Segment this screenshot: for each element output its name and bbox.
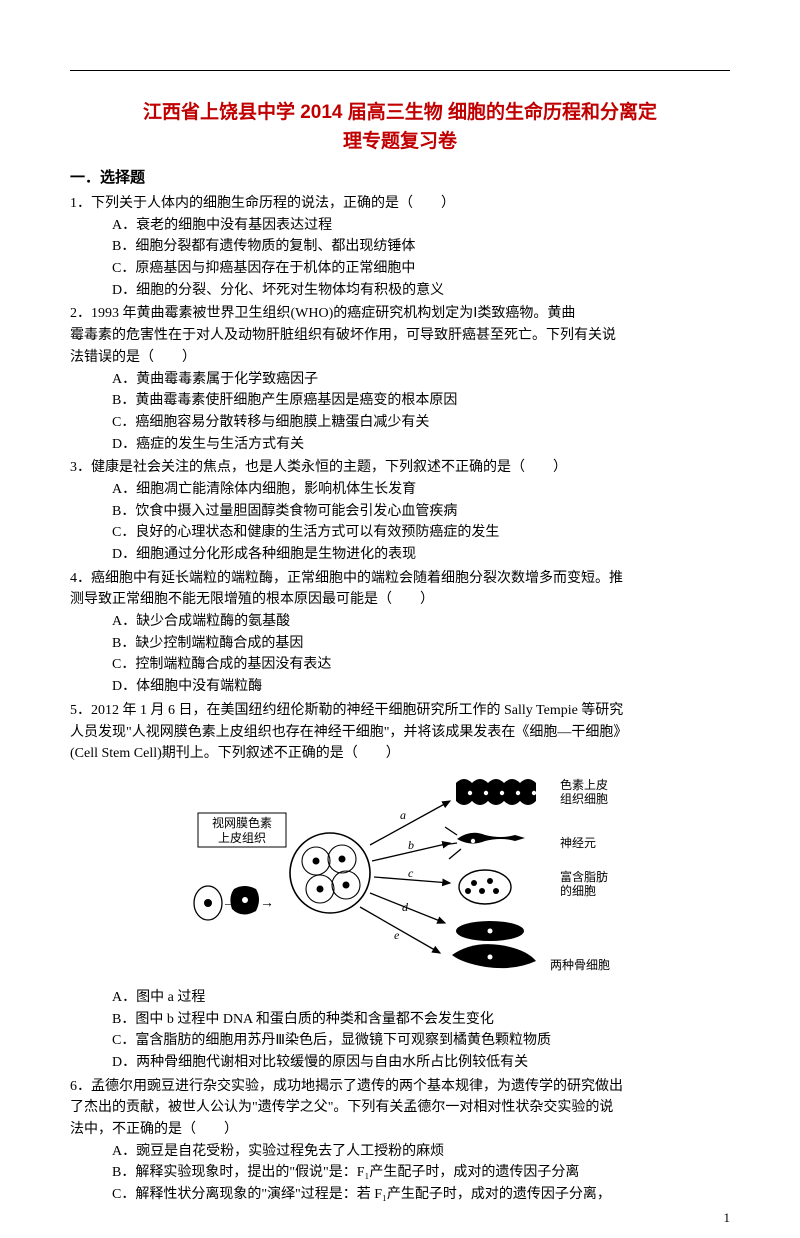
arrow-e: e bbox=[394, 928, 400, 942]
q3-choice-a: A．细胞凋亡能清除体内细胞，影响机体生长发育 bbox=[70, 479, 730, 501]
page-number: 1 bbox=[724, 1210, 731, 1226]
q2-choice-b: B．黄曲霉毒素使肝细胞产生原癌基因是癌变的根本原因 bbox=[70, 390, 730, 412]
q4-choice-a: A．缺少合成端粒酶的氨基酸 bbox=[70, 611, 730, 633]
q5-stem-2: 人员发现"人视网膜色素上皮组织也存在神经干细胞"，并将该成果发表在《细胞—干细胞… bbox=[70, 722, 730, 744]
fig-r4: 两种骨细胞 bbox=[550, 958, 610, 972]
q1-stem: 1．下列关于人体内的细胞生命历程的说法，正确的是（ ） bbox=[70, 193, 730, 215]
fig-left-label-1: 视网膜色素 bbox=[212, 815, 272, 830]
q4-choice-b: B．缺少控制端粒酶合成的基因 bbox=[70, 633, 730, 655]
q2-stem-3: 法错误的是（ ） bbox=[70, 347, 730, 369]
q1-choice-b: B．细胞分裂都有遗传物质的复制、都出现纺锤体 bbox=[70, 236, 730, 258]
arrow-b: b bbox=[408, 838, 414, 852]
q1-choice-c: C．原癌基因与抑癌基因存在于机体的正常细胞中 bbox=[70, 258, 730, 280]
q6-choice-a: A．豌豆是自花受粉，实验过程免去了人工授粉的麻烦 bbox=[70, 1141, 730, 1163]
section-1-heading: 一．选择题 bbox=[70, 166, 730, 187]
q5-figure: 视网膜色素 上皮组织 → → bbox=[190, 773, 630, 983]
q3-choice-d: D．细胞通过分化形成各种细胞是生物进化的表现 bbox=[70, 544, 730, 566]
q2-stem-2: 霉毒素的危害性在于对人及动物肝脏组织有破坏作用，可导致肝癌甚至死亡。下列有关说 bbox=[70, 325, 730, 347]
arrow-c: c bbox=[408, 866, 414, 880]
question-4: 4．癌细胞中有延长端粒的端粒酶，正常细胞中的端粒会随着细胞分裂次数增多而变短。推… bbox=[70, 568, 730, 698]
q6-choice-c: C．解释性状分离现象的"演绎"过程是：若 F₁产生配子时，成对的遗传因子分离， bbox=[70, 1184, 730, 1206]
question-5: 5．2012 年 1 月 6 日，在美国纽约纽伦斯勒的神经干细胞研究所工作的 S… bbox=[70, 700, 730, 765]
question-1: 1．下列关于人体内的细胞生命历程的说法，正确的是（ ） A．衰老的细胞中没有基因… bbox=[70, 193, 730, 301]
question-2: 2．1993 年黄曲霉素被世界卫生组织(WHO)的癌症研究机构划定为Ⅰ类致癌物。… bbox=[70, 303, 730, 455]
question-5-choices: A．图中 a 过程 B．图中 b 过程中 DNA 和蛋白质的种类和含量都不会发生… bbox=[70, 987, 730, 1074]
q5-choice-a: A．图中 a 过程 bbox=[70, 987, 730, 1009]
q3-choice-b: B．饮食中摄入过量胆固醇类食物可能会引发心血管疾病 bbox=[70, 501, 730, 523]
title-line-1: 江西省上饶县中学 2014 届高三生物 细胞的生命历程和分离定 bbox=[143, 102, 657, 123]
diagram-svg: 视网膜色素 上皮组织 → → bbox=[190, 773, 630, 983]
q6-choice-b: B．解释实验现象时，提出的"假说"是：F₁产生配子时，成对的遗传因子分离 bbox=[70, 1162, 730, 1184]
arrow-d: d bbox=[402, 900, 409, 914]
q2-choice-a: A．黄曲霉毒素属于化学致癌因子 bbox=[70, 369, 730, 391]
svg-text:→: → bbox=[260, 896, 274, 911]
fig-r1b: 组织细胞 bbox=[560, 792, 608, 806]
fig-r3a: 富含脂肪 bbox=[560, 869, 608, 884]
q1-choice-d: D．细胞的分裂、分化、坏死对生物体均有积极的意义 bbox=[70, 280, 730, 302]
q4-choice-d: D．体细胞中没有端粒酶 bbox=[70, 676, 730, 698]
q6-stem-1: 6．孟德尔用豌豆进行杂交实验，成功地揭示了遗传的两个基本规律，为遗传学的研究做出 bbox=[70, 1076, 730, 1098]
q6-stem-3: 法中，不正确的是（ ） bbox=[70, 1119, 730, 1141]
q2-stem-1: 2．1993 年黄曲霉素被世界卫生组织(WHO)的癌症研究机构划定为Ⅰ类致癌物。… bbox=[70, 303, 730, 325]
q1-choice-a: A．衰老的细胞中没有基因表达过程 bbox=[70, 215, 730, 237]
fig-r1a: 色素上皮 bbox=[560, 778, 608, 792]
q4-choice-c: C．控制端粒酶合成的基因没有表达 bbox=[70, 654, 730, 676]
q6-stem-2: 了杰出的贡献，被世人公认为"遗传学之父"。下列有关孟德尔一对相对性状杂交实验的说 bbox=[70, 1097, 730, 1119]
q5-stem-1: 5．2012 年 1 月 6 日，在美国纽约纽伦斯勒的神经干细胞研究所工作的 S… bbox=[70, 700, 730, 722]
top-horizontal-rule bbox=[70, 70, 730, 71]
fig-r2: 神经元 bbox=[560, 836, 596, 850]
q5-choice-c: C．富含脂肪的细胞用苏丹Ⅲ染色后，显微镜下可观察到橘黄色颗粒物质 bbox=[70, 1030, 730, 1052]
q2-choice-d: D．癌症的发生与生活方式有关 bbox=[70, 434, 730, 456]
question-6: 6．孟德尔用豌豆进行杂交实验，成功地揭示了遗传的两个基本规律，为遗传学的研究做出… bbox=[70, 1076, 730, 1206]
q5-stem-3: (Cell Stem Cell)期刊上。下列叙述不正确的是（ ） bbox=[70, 743, 730, 765]
arrow-a: a bbox=[400, 808, 406, 822]
page-container: 江西省上饶县中学 2014 届高三生物 细胞的生命历程和分离定 理专题复习卷 一… bbox=[0, 0, 800, 1238]
fig-left-label-2: 上皮组织 bbox=[218, 831, 266, 845]
document-title: 江西省上饶县中学 2014 届高三生物 细胞的生命历程和分离定 理专题复习卷 bbox=[70, 99, 730, 156]
q3-stem: 3．健康是社会关注的焦点，也是人类永恒的主题，下列叙述不正确的是（ ） bbox=[70, 457, 730, 479]
title-line-2: 理专题复习卷 bbox=[343, 131, 457, 152]
q4-stem-1: 4．癌细胞中有延长端粒的端粒酶，正常细胞中的端粒会随着细胞分裂次数增多而变短。推 bbox=[70, 568, 730, 590]
q5-choice-d: D．两种骨细胞代谢相对比较缓慢的原因与自由水所占比例较低有关 bbox=[70, 1052, 730, 1074]
q4-stem-2: 测导致正常细胞不能无限增殖的根本原因最可能是（ ） bbox=[70, 589, 730, 611]
question-3: 3．健康是社会关注的焦点，也是人类永恒的主题，下列叙述不正确的是（ ） A．细胞… bbox=[70, 457, 730, 565]
q3-choice-c: C．良好的心理状态和健康的生活方式可以有效预防癌症的发生 bbox=[70, 522, 730, 544]
q5-choice-b: B．图中 b 过程中 DNA 和蛋白质的种类和含量都不会发生变化 bbox=[70, 1009, 730, 1031]
q2-choice-c: C．癌细胞容易分散转移与细胞膜上糖蛋白减少有关 bbox=[70, 412, 730, 434]
fig-r3b: 的细胞 bbox=[560, 883, 596, 898]
